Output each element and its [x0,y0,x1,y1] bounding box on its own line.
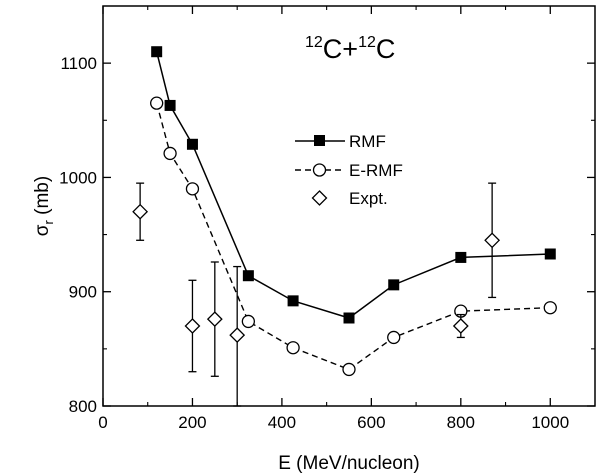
y-axis-unit: (mb) [32,176,53,220]
expt-point [452,318,469,334]
ermf-point [241,314,256,329]
title-superscript-1: 12 [305,34,323,51]
legend: RMF E-RMF Expt. [295,132,403,208]
y-axis-symbol: σ [32,224,53,236]
rmf-point [164,99,176,111]
title-text-1: C+ [323,34,358,64]
legend-marker-rmf [314,135,325,146]
title-text-2: C [376,34,396,64]
legend-marker-expt [311,190,328,206]
axis-ticks [102,6,595,407]
rmf-point [242,270,254,282]
y-axis-title: σr (mb) [32,176,56,236]
chart-title: 12C+12C [305,34,395,64]
expt-point [184,318,201,334]
rmf-point [287,295,299,307]
y-tick-label: 800 [69,397,97,416]
plot-frame [102,5,596,407]
ermf-point [342,362,356,377]
x-tick-label: 400 [268,413,296,432]
rmf-point [343,312,355,324]
x-tick-label: 1000 [531,413,569,432]
y-tick-label: 1100 [60,54,97,73]
y-tick-label: 900 [69,283,97,302]
legend-label-rmf: RMF [349,132,386,151]
rmf-point [151,46,163,58]
title-superscript-2: 12 [358,34,376,51]
x-tick-label: 800 [447,413,475,432]
x-tick-label: 600 [357,413,385,432]
rmf-point [388,279,400,291]
y-tick-label: 1000 [59,168,97,187]
expt-point [229,327,246,344]
rmf-point [544,248,556,260]
expt-point [484,232,501,249]
legend-marker-ermf [312,163,327,177]
ermf-point [150,96,164,110]
legend-label-expt: Expt. [349,189,388,208]
series-layer [132,46,557,407]
ermf-point [286,341,300,355]
x-tick-label: 0 [98,413,107,432]
rmf-line [155,51,551,319]
ermf-line [155,102,551,371]
x-tick-label: 200 [178,413,206,432]
axis-tick-labels: 0 200 400 600 800 1000 800 900 1000 1100 [59,54,569,432]
expt-point [206,311,223,328]
expt-point [132,203,149,220]
x-axis-title: E (MeV/nucleon) [278,453,420,474]
y-axis-subscript: r [41,219,56,224]
ermf-point [543,301,557,315]
rmf-point [455,251,467,263]
legend-label-ermf: E-RMF [349,161,403,180]
ermf-point [163,146,177,161]
ermf-point [185,182,200,196]
ermf-point [387,330,401,345]
rmf-point [186,138,198,150]
